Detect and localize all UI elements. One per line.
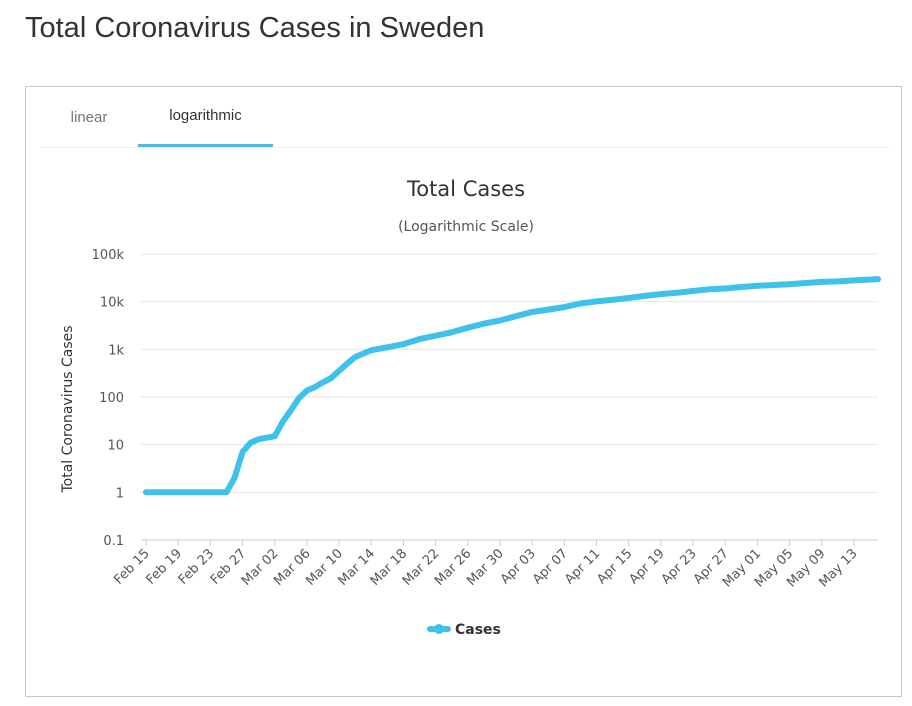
x-tick-label: Apr 03 [498,546,539,587]
y-axis-ticks: 0.1 1 10 100 1k 10k 100k [92,248,125,549]
x-tick-label: Apr 15 [594,546,635,587]
y-tick-label: 1k [108,343,124,358]
grid [141,253,878,541]
chart-title: Total Cases [406,177,525,201]
page-title: Total Coronavirus Cases in Sweden [25,12,485,44]
series-cases [143,276,881,496]
legend[interactable]: Cases [427,622,501,638]
series-line [143,276,881,496]
y-tick-label: 100k [92,248,125,263]
legend-marker-icon [434,624,444,634]
y-tick-label: 100 [99,391,124,406]
y-tick-label: 0.1 [103,534,124,549]
chart-subtitle: (Logarithmic Scale) [398,219,534,235]
legend-label-cases: Cases [455,622,501,638]
x-tick-label: Mar 30 [464,546,507,589]
y-tick-label: 10 [107,439,124,454]
chart-panel: linear logarithmic Total Cases (Logarith… [25,86,902,697]
x-tick-label: Apr 19 [627,546,668,587]
y-tick-label: 10k [100,296,125,311]
x-tick-label: Apr 07 [530,546,571,587]
tab-logarithmic[interactable]: logarithmic [138,87,273,147]
y-axis-label: Total Coronavirus Cases [60,325,76,493]
chart: Total Cases (Logarithmic Scale) Total Co… [60,177,881,638]
tab-linear[interactable]: linear [70,108,108,126]
x-tick-label: Apr 23 [659,546,700,587]
scale-tabs: linear logarithmic [40,87,889,148]
x-tick-label: Apr 11 [562,546,603,587]
y-tick-label: 1 [116,486,124,501]
